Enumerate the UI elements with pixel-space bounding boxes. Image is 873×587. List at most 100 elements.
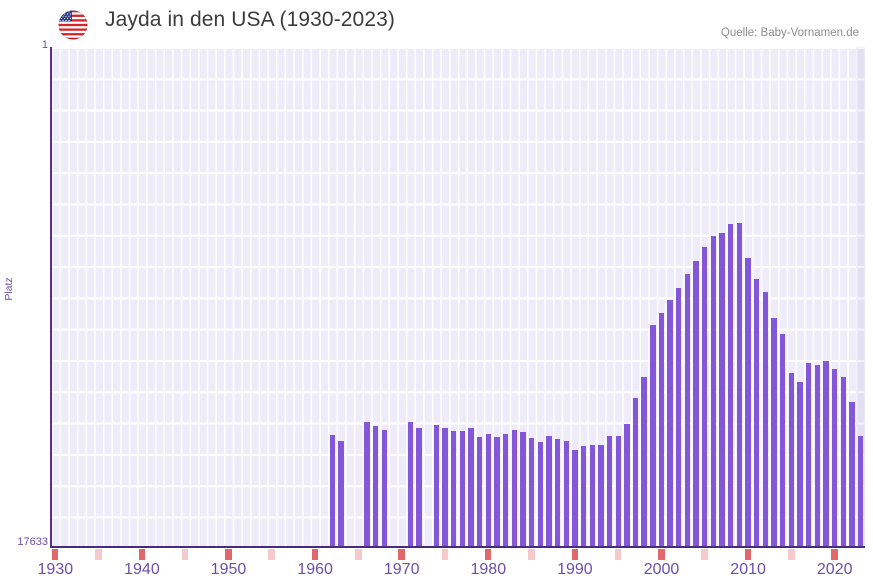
decade-tick-marker	[744, 549, 752, 560]
bar	[641, 377, 647, 548]
source-attribution: Quelle: Baby-Vornamen.de	[720, 27, 859, 39]
bar	[563, 440, 569, 548]
bar	[554, 438, 561, 548]
bar	[329, 435, 336, 548]
decade-tick-marker	[658, 549, 665, 560]
bar	[528, 438, 535, 548]
bar	[416, 428, 422, 548]
bar	[823, 361, 829, 548]
bar	[615, 436, 621, 548]
decade-tick-marker	[831, 549, 838, 560]
plot-area	[51, 47, 865, 548]
bar	[676, 287, 682, 548]
bar	[771, 318, 777, 548]
bar	[693, 260, 699, 548]
bar	[780, 333, 786, 548]
y-axis-bottom-tick-label: 17633	[17, 536, 48, 548]
us-flag-icon	[58, 10, 88, 40]
decade-tick-marker	[52, 549, 59, 560]
bar	[788, 372, 795, 548]
bar	[849, 402, 855, 548]
half-decade-tick-marker	[441, 549, 449, 560]
half-decade-tick-marker	[95, 549, 102, 560]
bar	[485, 433, 491, 548]
bar	[650, 325, 656, 548]
x-axis-tick-label: 1980	[470, 561, 507, 578]
bar	[797, 382, 803, 548]
page-title: Jayda in den USA (1930-2023)	[105, 8, 395, 31]
x-axis-line	[51, 546, 865, 548]
decade-tick-marker	[398, 549, 405, 560]
bar	[373, 425, 379, 548]
bar	[338, 440, 344, 548]
bar	[728, 223, 734, 548]
bar	[736, 223, 743, 548]
bar	[476, 436, 483, 548]
bar	[762, 291, 769, 548]
bar	[468, 428, 474, 548]
x-axis-tick-label: 2020	[816, 561, 853, 578]
y-axis-top-tick-label: 1	[41, 39, 48, 51]
bar	[710, 236, 717, 548]
bar	[511, 429, 517, 548]
bar	[442, 427, 448, 548]
bar	[806, 362, 812, 548]
bar	[364, 422, 370, 548]
y-axis-line	[50, 47, 52, 548]
bar	[702, 246, 708, 548]
bar	[684, 274, 691, 548]
bar	[546, 435, 552, 548]
x-axis-tick-label: 1930	[37, 561, 74, 578]
x-axis-tick-label: 1990	[557, 561, 593, 578]
bar	[502, 433, 509, 548]
bar	[459, 431, 465, 548]
x-axis-tick-label: 1940	[124, 561, 160, 578]
bar	[667, 300, 673, 548]
x-axis-tick-labels: 1930 1940 1950 1960 1970 1980 1990 2000 2010 2020	[0, 561, 873, 587]
decade-tick-marker	[311, 549, 319, 560]
x-axis-tick-markers	[51, 549, 865, 561]
bar	[754, 278, 760, 548]
x-axis-tick-label: 1970	[383, 561, 420, 578]
bar	[632, 397, 639, 548]
bar	[832, 368, 838, 548]
bar	[857, 436, 864, 548]
bar	[745, 258, 751, 548]
half-decade-tick-marker	[614, 549, 622, 560]
bar	[814, 364, 821, 548]
decade-tick-marker	[571, 549, 579, 560]
bar	[624, 423, 630, 548]
y-axis-title: Platz	[3, 277, 15, 301]
bar	[520, 431, 526, 548]
grid-lines	[51, 47, 865, 548]
bar	[580, 446, 587, 548]
x-axis-tick-label: 1950	[210, 561, 247, 578]
x-axis-tick-label: 2000	[643, 561, 680, 578]
bar	[658, 312, 665, 548]
half-decade-tick-marker	[788, 549, 795, 560]
bar	[840, 376, 847, 548]
decade-tick-marker	[138, 549, 146, 560]
bar	[572, 450, 578, 548]
bar	[381, 430, 388, 548]
bar	[537, 442, 543, 548]
bar	[589, 444, 595, 548]
half-decade-tick-marker	[701, 549, 708, 560]
half-decade-tick-marker	[268, 549, 275, 560]
decade-tick-marker	[484, 549, 492, 560]
bar	[494, 437, 500, 548]
x-axis-tick-label: 1960	[297, 561, 333, 578]
bar	[598, 445, 604, 548]
chart-header: Jayda in den USA (1930-2023) Quelle: Bab…	[0, 0, 873, 47]
bar	[719, 232, 725, 548]
decade-tick-marker	[225, 549, 232, 560]
x-axis-tick-label: 2010	[730, 561, 766, 578]
shaded-future-region	[856, 47, 865, 548]
bar	[450, 430, 457, 548]
half-decade-tick-marker	[355, 549, 362, 560]
half-decade-tick-marker	[528, 549, 535, 560]
half-decade-tick-marker	[181, 549, 189, 560]
bar	[407, 422, 414, 548]
bar	[433, 425, 440, 548]
